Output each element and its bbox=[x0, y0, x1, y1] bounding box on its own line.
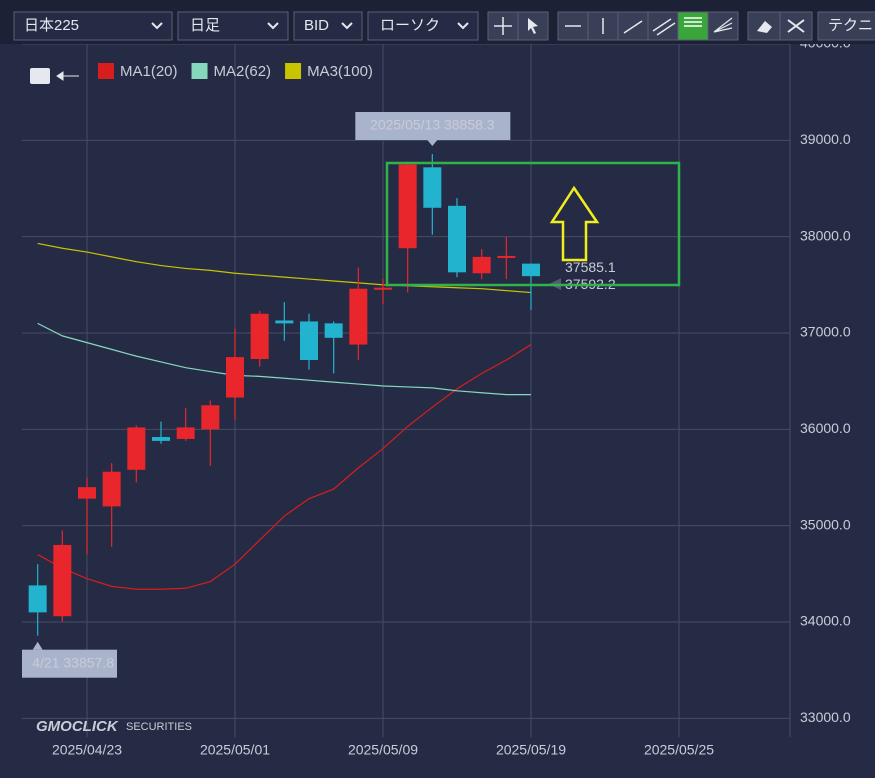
icon bbox=[684, 17, 702, 27]
icon bbox=[787, 19, 805, 33]
price-tag bbox=[355, 111, 511, 140]
price-tag-pointer bbox=[427, 139, 438, 146]
icon bbox=[713, 17, 733, 33]
chevron bbox=[267, 22, 279, 30]
candle-body bbox=[398, 164, 417, 249]
low-label: 4/21 33857.8 bbox=[32, 654, 114, 670]
candle-body bbox=[127, 427, 146, 470]
style: ローソク bbox=[380, 17, 440, 34]
icon bbox=[494, 17, 512, 35]
chevron bbox=[457, 22, 469, 30]
candle-body bbox=[152, 437, 170, 441]
legend-icon bbox=[56, 71, 79, 81]
candle-body bbox=[522, 263, 540, 277]
watermark: GMOCLICK bbox=[36, 718, 119, 735]
trendline-button[interactable] bbox=[617, 11, 649, 41]
icon bbox=[757, 21, 772, 33]
candle-body bbox=[374, 287, 392, 290]
y-tick-label: 35000.0 bbox=[800, 516, 851, 532]
ma-line bbox=[37, 242, 532, 294]
candle-body bbox=[497, 255, 516, 258]
legend-label: MA3(100) bbox=[307, 63, 373, 80]
toolbar-items: 日本225 日足 BID ローソク テクニ bbox=[13, 11, 875, 41]
style-select[interactable] bbox=[367, 11, 479, 41]
legend-label: MA1(20) bbox=[120, 63, 178, 80]
y-tick-label: 36000.0 bbox=[800, 420, 851, 436]
period: 日足 bbox=[190, 17, 220, 34]
y-tick-label: 37000.0 bbox=[800, 324, 851, 340]
x-tick-label: 2025/05/25 bbox=[644, 742, 714, 758]
icon bbox=[652, 18, 676, 36]
y-tick-label: 34000.0 bbox=[800, 613, 851, 629]
candle-body bbox=[78, 487, 96, 499]
legend-label: MA2(62) bbox=[214, 63, 272, 80]
high-label: 2025/05/13 38858.3 bbox=[370, 117, 495, 133]
candle-body bbox=[349, 288, 368, 345]
up-arrow bbox=[549, 185, 600, 262]
candle-body bbox=[275, 320, 294, 324]
chevron bbox=[341, 22, 353, 30]
fib-fan-button[interactable] bbox=[707, 11, 739, 41]
candle-body bbox=[324, 323, 343, 338]
x-tick-label: 2025/05/01 bbox=[200, 742, 270, 758]
legend-swatch bbox=[285, 63, 302, 79]
side-select[interactable] bbox=[293, 11, 363, 41]
icon bbox=[623, 20, 643, 34]
price-tag-pointer bbox=[32, 641, 43, 650]
candle-body bbox=[176, 427, 195, 439]
ma-line bbox=[37, 322, 531, 396]
candle-body bbox=[102, 471, 121, 507]
candle-body bbox=[201, 405, 220, 430]
x-tick-label: 2025/05/09 bbox=[348, 742, 418, 758]
candle-body bbox=[53, 544, 72, 617]
y-tick-label: 33000.0 bbox=[800, 709, 851, 725]
channel-button[interactable] bbox=[647, 11, 679, 41]
x-tick-label: 2025/04/23 bbox=[52, 742, 122, 758]
bid-label: 37585.1 bbox=[565, 259, 616, 275]
chevron bbox=[151, 22, 163, 30]
candle-body bbox=[300, 321, 318, 360]
legend-icon bbox=[30, 68, 50, 84]
y-tick-label: 38000.0 bbox=[800, 227, 851, 243]
watermark: SECURITIES bbox=[126, 721, 192, 733]
candle-body bbox=[226, 357, 244, 398]
highlight-box bbox=[385, 161, 681, 287]
candle-body bbox=[448, 205, 466, 273]
y-tick-label: 39000.0 bbox=[800, 131, 851, 147]
technical-button[interactable] bbox=[817, 11, 875, 41]
symbol-select[interactable] bbox=[13, 11, 173, 41]
side: BID bbox=[304, 17, 329, 34]
technical: テクニ bbox=[828, 17, 873, 34]
icon bbox=[528, 18, 538, 34]
candle-body bbox=[250, 313, 269, 360]
x-tick-label: 2025/05/19 bbox=[496, 742, 566, 758]
erase-all-button[interactable] bbox=[779, 11, 813, 41]
candle-body bbox=[423, 167, 442, 208]
legend-swatch bbox=[191, 63, 208, 79]
symbol: 日本225 bbox=[24, 17, 79, 34]
legend-swatch bbox=[98, 63, 114, 79]
ma-line bbox=[37, 344, 532, 590]
price-tag bbox=[22, 649, 117, 678]
candle-body bbox=[28, 585, 47, 613]
legend: MA1(20) MA2(62) MA3(100) bbox=[30, 63, 373, 84]
candle-body bbox=[472, 256, 491, 274]
